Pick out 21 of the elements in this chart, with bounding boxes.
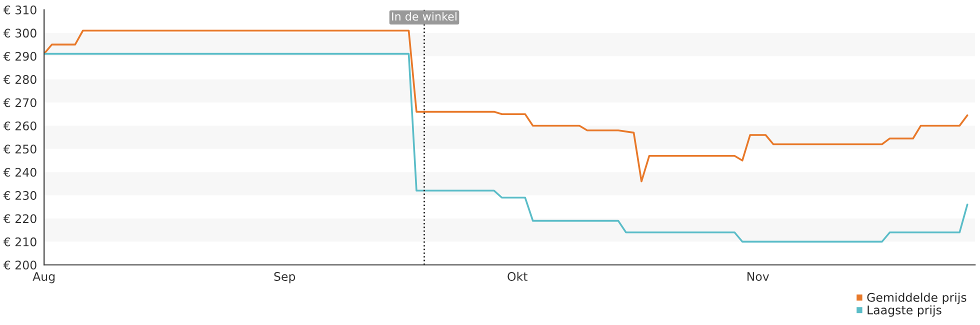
line-series <box>44 30 968 182</box>
y-tick-label: € 290 <box>3 52 36 61</box>
ref-line-label: In de winkel <box>392 12 456 21</box>
y-tick-label: € 310 <box>3 5 36 14</box>
y-tick-label: € 200 <box>3 260 36 270</box>
y-tick-label: € 300 <box>3 28 36 38</box>
y-tick-label: € 250 <box>3 144 36 154</box>
y-tick-label: € 240 <box>3 168 36 177</box>
y-tick-label: € 220 <box>3 214 36 224</box>
x-tick-label: Aug <box>32 272 55 284</box>
x-tick-label: Okt <box>508 272 528 281</box>
legend-label: Laagste prijs <box>868 305 942 317</box>
x-tick-label: Sep <box>274 272 296 284</box>
line-series <box>44 52 968 243</box>
y-tick-label: € 230 <box>3 191 36 200</box>
x-tick-label: Nov <box>748 272 770 281</box>
legend-label: Gemiddelde prijs <box>867 292 966 304</box>
y-tick-label: € 270 <box>3 98 36 108</box>
y-tick-label: € 260 <box>3 121 36 130</box>
y-tick-label: € 210 <box>3 237 36 246</box>
y-tick-label: € 280 <box>3 75 36 84</box>
